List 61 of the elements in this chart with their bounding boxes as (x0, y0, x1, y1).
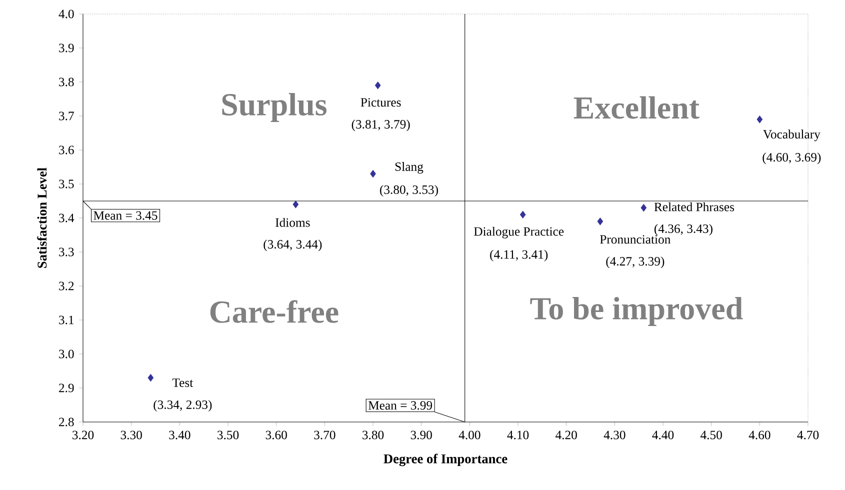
y-tick-label: 3.9 (59, 44, 74, 52)
y-tick-label: 2.9 (59, 384, 74, 392)
y-tick-label: 3.0 (59, 350, 74, 358)
x-tick-label: 4.60 (748, 430, 770, 440)
data-label: (4.11, 3.41) (490, 250, 548, 262)
x-tick-label: 4.00 (458, 430, 480, 440)
annotation: Surplus (222, 92, 326, 122)
annotation: Test (172, 378, 194, 388)
x-tick-label: 3.20 (72, 430, 94, 440)
x-tick-label: 4.10 (507, 430, 529, 440)
x-tick-label: 3.90 (410, 430, 432, 440)
x-tick-label: 4.50 (700, 430, 722, 440)
y-tick-label: 3.6 (59, 146, 74, 154)
x-tick-label: 3.70 (314, 430, 336, 440)
annotation: Care-free (210, 300, 338, 323)
x-tick-label: 4.30 (604, 430, 626, 440)
x-tick-label: 3.40 (169, 430, 190, 440)
annotation: Vocabulary (763, 130, 820, 142)
data-label: (4.36, 3.43) (654, 224, 712, 236)
point (597, 218, 604, 226)
annotation: Slang (395, 162, 424, 174)
y-tick-label: 3.2 (59, 282, 74, 290)
x-tick-label: 3.60 (266, 430, 287, 440)
annotation: Pronunciation (600, 235, 671, 244)
y-tick-label: 3.3 (59, 248, 74, 256)
x-tick-label: 4.20 (556, 430, 577, 440)
data-label: (4.27, 3.39) (606, 256, 664, 268)
point (520, 210, 526, 218)
y-tick-label: 4.0 (58, 10, 74, 18)
y-tick-label: 3.4 (59, 214, 74, 222)
annotation: To be improved (530, 296, 743, 326)
point (292, 200, 299, 208)
y-tick-label: 3.1 (59, 316, 74, 324)
point (370, 170, 376, 178)
x-tick-label: 4.40 (652, 430, 674, 440)
x-tick-label: 4.70 (797, 430, 819, 440)
annotation: Related Phrases (654, 202, 734, 212)
point (640, 204, 647, 212)
point (374, 82, 381, 90)
point (756, 116, 763, 124)
y-tick-label: 2.8 (59, 418, 74, 426)
x-tick-label: 3.30 (120, 430, 142, 440)
data-label: (3.34, 2.93) (154, 400, 212, 412)
data-label: (4.60, 3.69) (762, 152, 821, 164)
x-tick-label: 3.50 (218, 430, 239, 440)
annotation: Excellent (574, 96, 700, 119)
annotation: Idioms (276, 218, 310, 227)
x-axis-title: Degree of Importance (384, 454, 508, 466)
data-label: (3.80, 3.53) (380, 185, 438, 197)
y-axis-title: Satisfaction Level (37, 168, 47, 268)
annotation: Pictures (360, 98, 401, 107)
data-label: (3.64, 3.44) (264, 240, 322, 252)
ref-line-label: Mean = 3.99 (368, 401, 432, 410)
y-tick-label: 3.5 (59, 180, 74, 188)
annotation: Dialogue Practice (474, 226, 564, 238)
x-tick-label: 3.80 (362, 430, 384, 440)
data-label: (3.81, 3.79) (352, 120, 410, 132)
point (148, 374, 154, 382)
y-tick-label: 3.8 (59, 78, 74, 86)
legend-label: Mean = 3.45 (94, 211, 158, 220)
y-tick-label: 3.7 (59, 112, 74, 120)
